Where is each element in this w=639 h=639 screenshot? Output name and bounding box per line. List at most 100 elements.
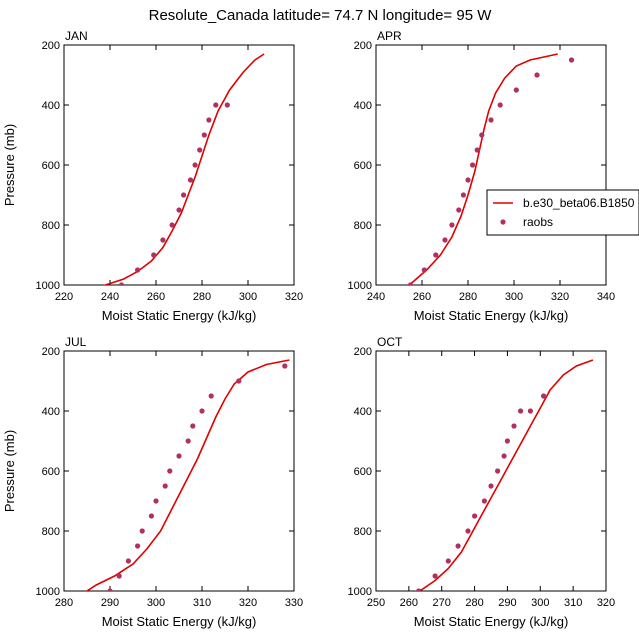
raobs-point [513,87,519,93]
x-axis-label: Moist Static Energy (kJ/kg) [414,308,569,323]
y-tick-label: 200 [42,40,60,52]
y-tick-label: 200 [354,346,372,358]
raobs-point [135,267,141,273]
x-tick-label: 290 [101,597,119,609]
y-tick-label: 600 [42,160,60,172]
panel-jan: JAN 220 240 260 280 300 320 200 400 600 800 1000 Moi… [2,29,303,323]
raobs-point [107,588,113,591]
plot-area [85,359,290,591]
y-tick-label: 1000 [348,586,372,598]
panel-title: APR [377,29,402,43]
raobs-point [160,237,166,243]
x-tick-label: 310 [193,597,211,609]
x-tick-label: 240 [367,291,385,303]
plot-frame [63,44,295,286]
y-tick-label: 800 [354,526,372,538]
raobs-point [135,543,141,549]
raobs-point [206,117,212,123]
raobs-point [421,267,427,273]
raobs-point [445,558,451,564]
raobs-point [167,468,173,474]
raobs-point [479,132,485,138]
raobs-point [224,102,230,108]
figure-title: Resolute_Canada latitude= 74.7 N longitu… [149,7,493,24]
raobs-point [501,453,507,459]
raobs-point [148,513,154,519]
y-tick-label: 1000 [348,280,372,292]
x-tick-label: 320 [597,597,615,609]
y-axis-label: Pressure (mb) [2,124,17,206]
panel-apr: APR 240 260 280 300 320 340 200 400 600 800 1000 Moi… [348,29,616,323]
raobs-point [460,192,466,198]
y-tick-label: 600 [354,160,372,172]
plot-area [415,359,594,591]
y-tick-label: 400 [354,406,372,418]
y-tick-label: 800 [42,220,60,232]
raobs-point [139,528,145,534]
legend-label-raobs: raobs [523,215,553,229]
x-tick-label: 320 [551,291,569,303]
raobs-point [116,573,122,579]
x-tick-label: 280 [55,597,73,609]
raobs-point [465,528,471,534]
x-axis-label: Moist Static Energy (kJ/kg) [414,614,569,629]
y-tick-label: 800 [42,526,60,538]
y-tick-label: 200 [354,40,372,52]
raobs-point [125,558,131,564]
x-tick-label: 240 [101,291,119,303]
raobs-point [497,102,503,108]
raobs-point [534,72,540,78]
legend-marker-swatch [500,219,506,225]
x-tick-label: 300 [239,291,257,303]
plot-frame [63,350,295,592]
x-tick-label: 290 [498,597,516,609]
x-tick-label: 280 [459,291,477,303]
raobs-point [518,408,524,414]
raobs-point [162,483,168,489]
raobs-point [185,438,191,444]
chart-panels: JAN 220 240 260 280 300 320 200 400 600 800 1000 Moi… [2,29,615,629]
raobs-point [504,438,510,444]
raobs-point [527,408,534,414]
raobs-point [199,408,205,414]
x-tick-label: 310 [564,597,582,609]
panel-oct: OCT 250 260 270 280 290 300 310 320 200 400 600 800 1… [348,335,616,629]
plot-frame [375,350,607,592]
y-tick-label: 400 [42,100,60,112]
x-tick-label: 250 [367,597,385,609]
legend-label-model: b.e30_beta06.B1850 [523,196,635,210]
y-axis-label: Pressure (mb) [2,430,17,512]
x-axis-label: Moist Static Energy (kJ/kg) [102,614,257,629]
raobs-point [407,282,414,285]
model-line [415,359,594,591]
x-tick-label: 320 [239,597,257,609]
x-axis-label: Moist Static Energy (kJ/kg) [102,308,257,323]
raobs-point [153,498,159,504]
raobs-point [176,453,182,459]
x-tick-label: 260 [400,597,418,609]
y-tick-label: 400 [42,406,60,418]
raobs-point [474,147,480,153]
y-tick-label: 1000 [36,280,60,292]
raobs-point [432,573,438,579]
x-tick-label: 260 [147,291,165,303]
raobs-point [488,483,494,489]
x-tick-label: 220 [55,291,73,303]
panel-title: JAN [65,29,88,43]
plot-area [407,53,575,285]
panel-jul: JUL 280 290 300 310 320 330 200 400 600 800 1000 Moi… [2,335,303,629]
y-tick-label: 600 [354,466,372,478]
raobs-point [481,498,487,504]
y-tick-label: 800 [354,220,372,232]
x-tick-label: 300 [147,597,165,609]
model-line [407,53,558,285]
plot-frame [375,44,607,286]
raobs-point [208,393,214,399]
x-tick-label: 300 [505,291,523,303]
x-tick-label: 330 [285,597,303,609]
panel-title: OCT [377,335,403,349]
raobs-point [213,102,219,108]
raobs-point [568,57,575,63]
raobs-point [470,162,476,168]
